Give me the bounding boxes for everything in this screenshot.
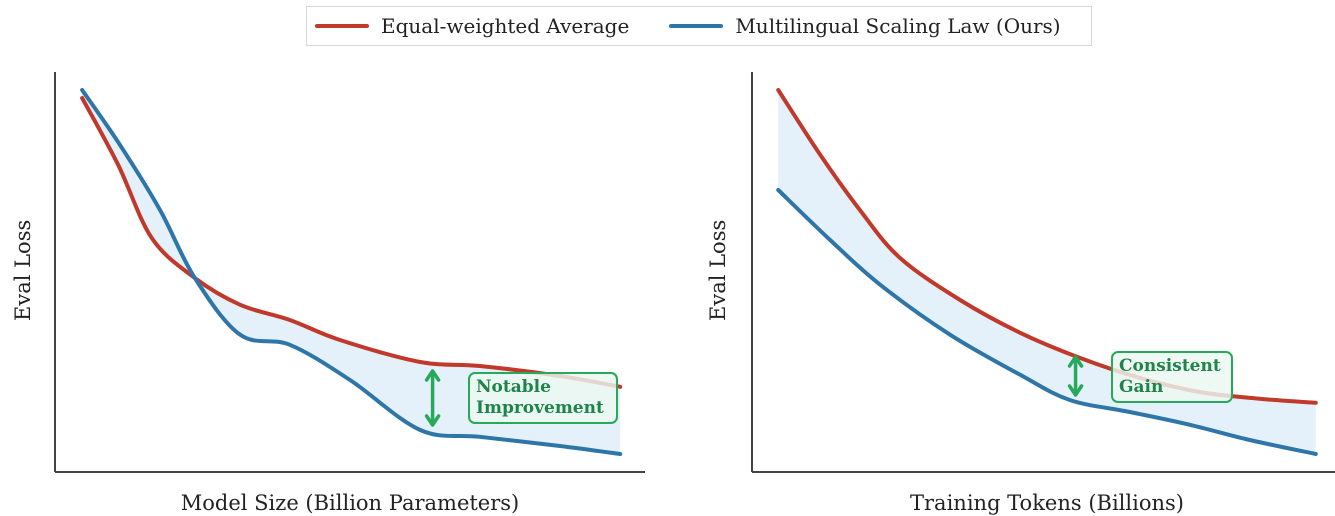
annotation-arrow-head-up: [1067, 355, 1084, 368]
series-line-multilingual: [776, 188, 1318, 456]
x-axis-label-left: Model Size (Billion Parameters): [180, 491, 520, 515]
legend-label: Equal-weighted Average: [381, 14, 630, 38]
series-line-multilingual: [80, 88, 623, 456]
legend-swatch-blue: [669, 24, 724, 28]
annotation-line: Consistent: [1119, 356, 1221, 376]
legend: Equal-weighted Average Multilingual Scal…: [306, 6, 1092, 46]
right-panel-training-tokens: [751, 72, 1335, 473]
annotation-notable-improvement: Notable Improvement: [468, 372, 618, 424]
annotation-line: Notable: [476, 377, 551, 397]
annotation-arrow-head-up: [424, 369, 441, 382]
annotation-arrow-head-down: [424, 414, 441, 427]
annotation-line: Improvement: [476, 398, 604, 418]
series-line-equal-weighted: [80, 96, 623, 389]
legend-item-equal-weighted: Equal-weighted Average: [315, 14, 629, 38]
annotation-arrow-head-down: [1067, 384, 1084, 397]
fill-between-region: [778, 90, 1316, 454]
y-axis-label-right: Eval Loss: [706, 219, 730, 321]
annotation-line: Gain: [1119, 377, 1164, 397]
legend-item-multilingual: Multilingual Scaling Law (Ours): [669, 14, 1061, 38]
y-axis-label-left: Eval Loss: [11, 219, 35, 321]
x-axis-label-right: Training Tokens (Billions): [910, 491, 1184, 515]
annotation-consistent-gain: Consistent Gain: [1111, 351, 1233, 403]
legend-swatch-red: [315, 24, 369, 28]
legend-label: Multilingual Scaling Law (Ours): [735, 14, 1061, 38]
